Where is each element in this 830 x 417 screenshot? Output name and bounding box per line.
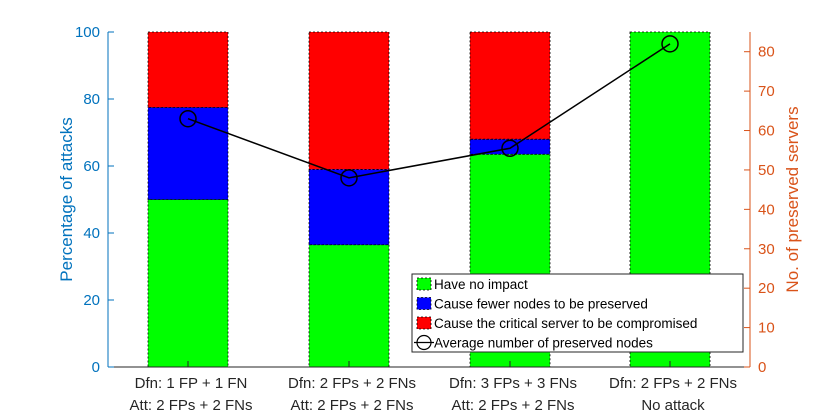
right-tick-label-20: 20 bbox=[758, 280, 775, 297]
legend-label-1: Have no impact bbox=[434, 277, 528, 292]
legend-label-2: Cause fewer nodes to be preserved bbox=[434, 297, 648, 312]
left-tick-label-40: 40 bbox=[83, 225, 100, 242]
left-tick-label-80: 80 bbox=[83, 91, 100, 108]
bar-2-segment-3 bbox=[308, 31, 390, 170]
y-axis-label-right: No. of preserved servers bbox=[783, 106, 802, 292]
left-tick-label-0: 0 bbox=[92, 359, 100, 376]
legend-marker-swatch bbox=[416, 334, 432, 351]
left-tick-label-20: 20 bbox=[83, 292, 100, 309]
legend-label-3: Cause the critical server to be compromi… bbox=[434, 316, 697, 331]
right-tick-label-50: 50 bbox=[758, 162, 775, 179]
bar-3-segment-2 bbox=[469, 138, 551, 155]
bar-1-segment-3 bbox=[147, 31, 229, 108]
category-label-1-line-1: Dfn: 1 FP + 1 FN bbox=[135, 375, 248, 392]
legend: Have no impact Cause fewer nodes to be pr… bbox=[411, 273, 744, 353]
average-point-2 bbox=[340, 169, 358, 187]
category-label-3-line-1: Dfn: 3 FPs + 3 FNs bbox=[449, 375, 577, 392]
line-layer bbox=[179, 35, 679, 187]
legend-label-4: Average number of preserved nodes bbox=[434, 336, 653, 351]
left-tick-label-100: 100 bbox=[75, 24, 100, 41]
category-label-3-line-2: Att: 2 FPs + 2 FNs bbox=[452, 397, 575, 414]
category-label-4-line-2: No attack bbox=[641, 397, 705, 414]
legend-swatch-2 bbox=[416, 297, 432, 310]
average-preserved-line bbox=[187, 43, 671, 179]
bar-2-segment-2 bbox=[308, 168, 390, 246]
legend-box bbox=[411, 273, 744, 353]
bar-1-segment-2 bbox=[147, 106, 229, 200]
category-label-2-line-1: Dfn: 2 FPs + 2 FNs bbox=[288, 375, 416, 392]
bar-1-segment-1 bbox=[147, 199, 229, 368]
bar-3-segment-3 bbox=[469, 31, 551, 140]
average-point-1 bbox=[179, 109, 197, 128]
right-tick-label-80: 80 bbox=[758, 44, 775, 61]
right-tick-label-30: 30 bbox=[758, 241, 775, 258]
right-tick-label-70: 70 bbox=[758, 83, 775, 100]
right-tick-label-10: 10 bbox=[758, 320, 775, 337]
average-point-3 bbox=[501, 139, 519, 158]
category-label-2-line-2: Att: 2 FPs + 2 FNs bbox=[291, 397, 414, 414]
left-tick-label-60: 60 bbox=[83, 158, 100, 175]
right-tick-label-0: 0 bbox=[758, 359, 766, 376]
bar-2-segment-1 bbox=[308, 244, 390, 368]
axes-layer: 0 20 40 60 80 100 0 10 20 30 40 50 60 70 80 Dfn: 1 FP +… bbox=[57, 24, 802, 414]
category-label-4-line-1: Dfn: 2 FPs + 2 FNs bbox=[609, 375, 737, 392]
y-axis-label-left: Percentage of attacks bbox=[57, 117, 76, 281]
category-label-1-line-2: Att: 2 FPs + 2 FNs bbox=[130, 397, 253, 414]
right-tick-label-40: 40 bbox=[758, 201, 775, 218]
legend-swatch-3 bbox=[416, 316, 432, 330]
legend-swatch-1 bbox=[416, 277, 432, 291]
average-point-4 bbox=[661, 35, 679, 53]
right-tick-label-60: 60 bbox=[758, 123, 775, 140]
